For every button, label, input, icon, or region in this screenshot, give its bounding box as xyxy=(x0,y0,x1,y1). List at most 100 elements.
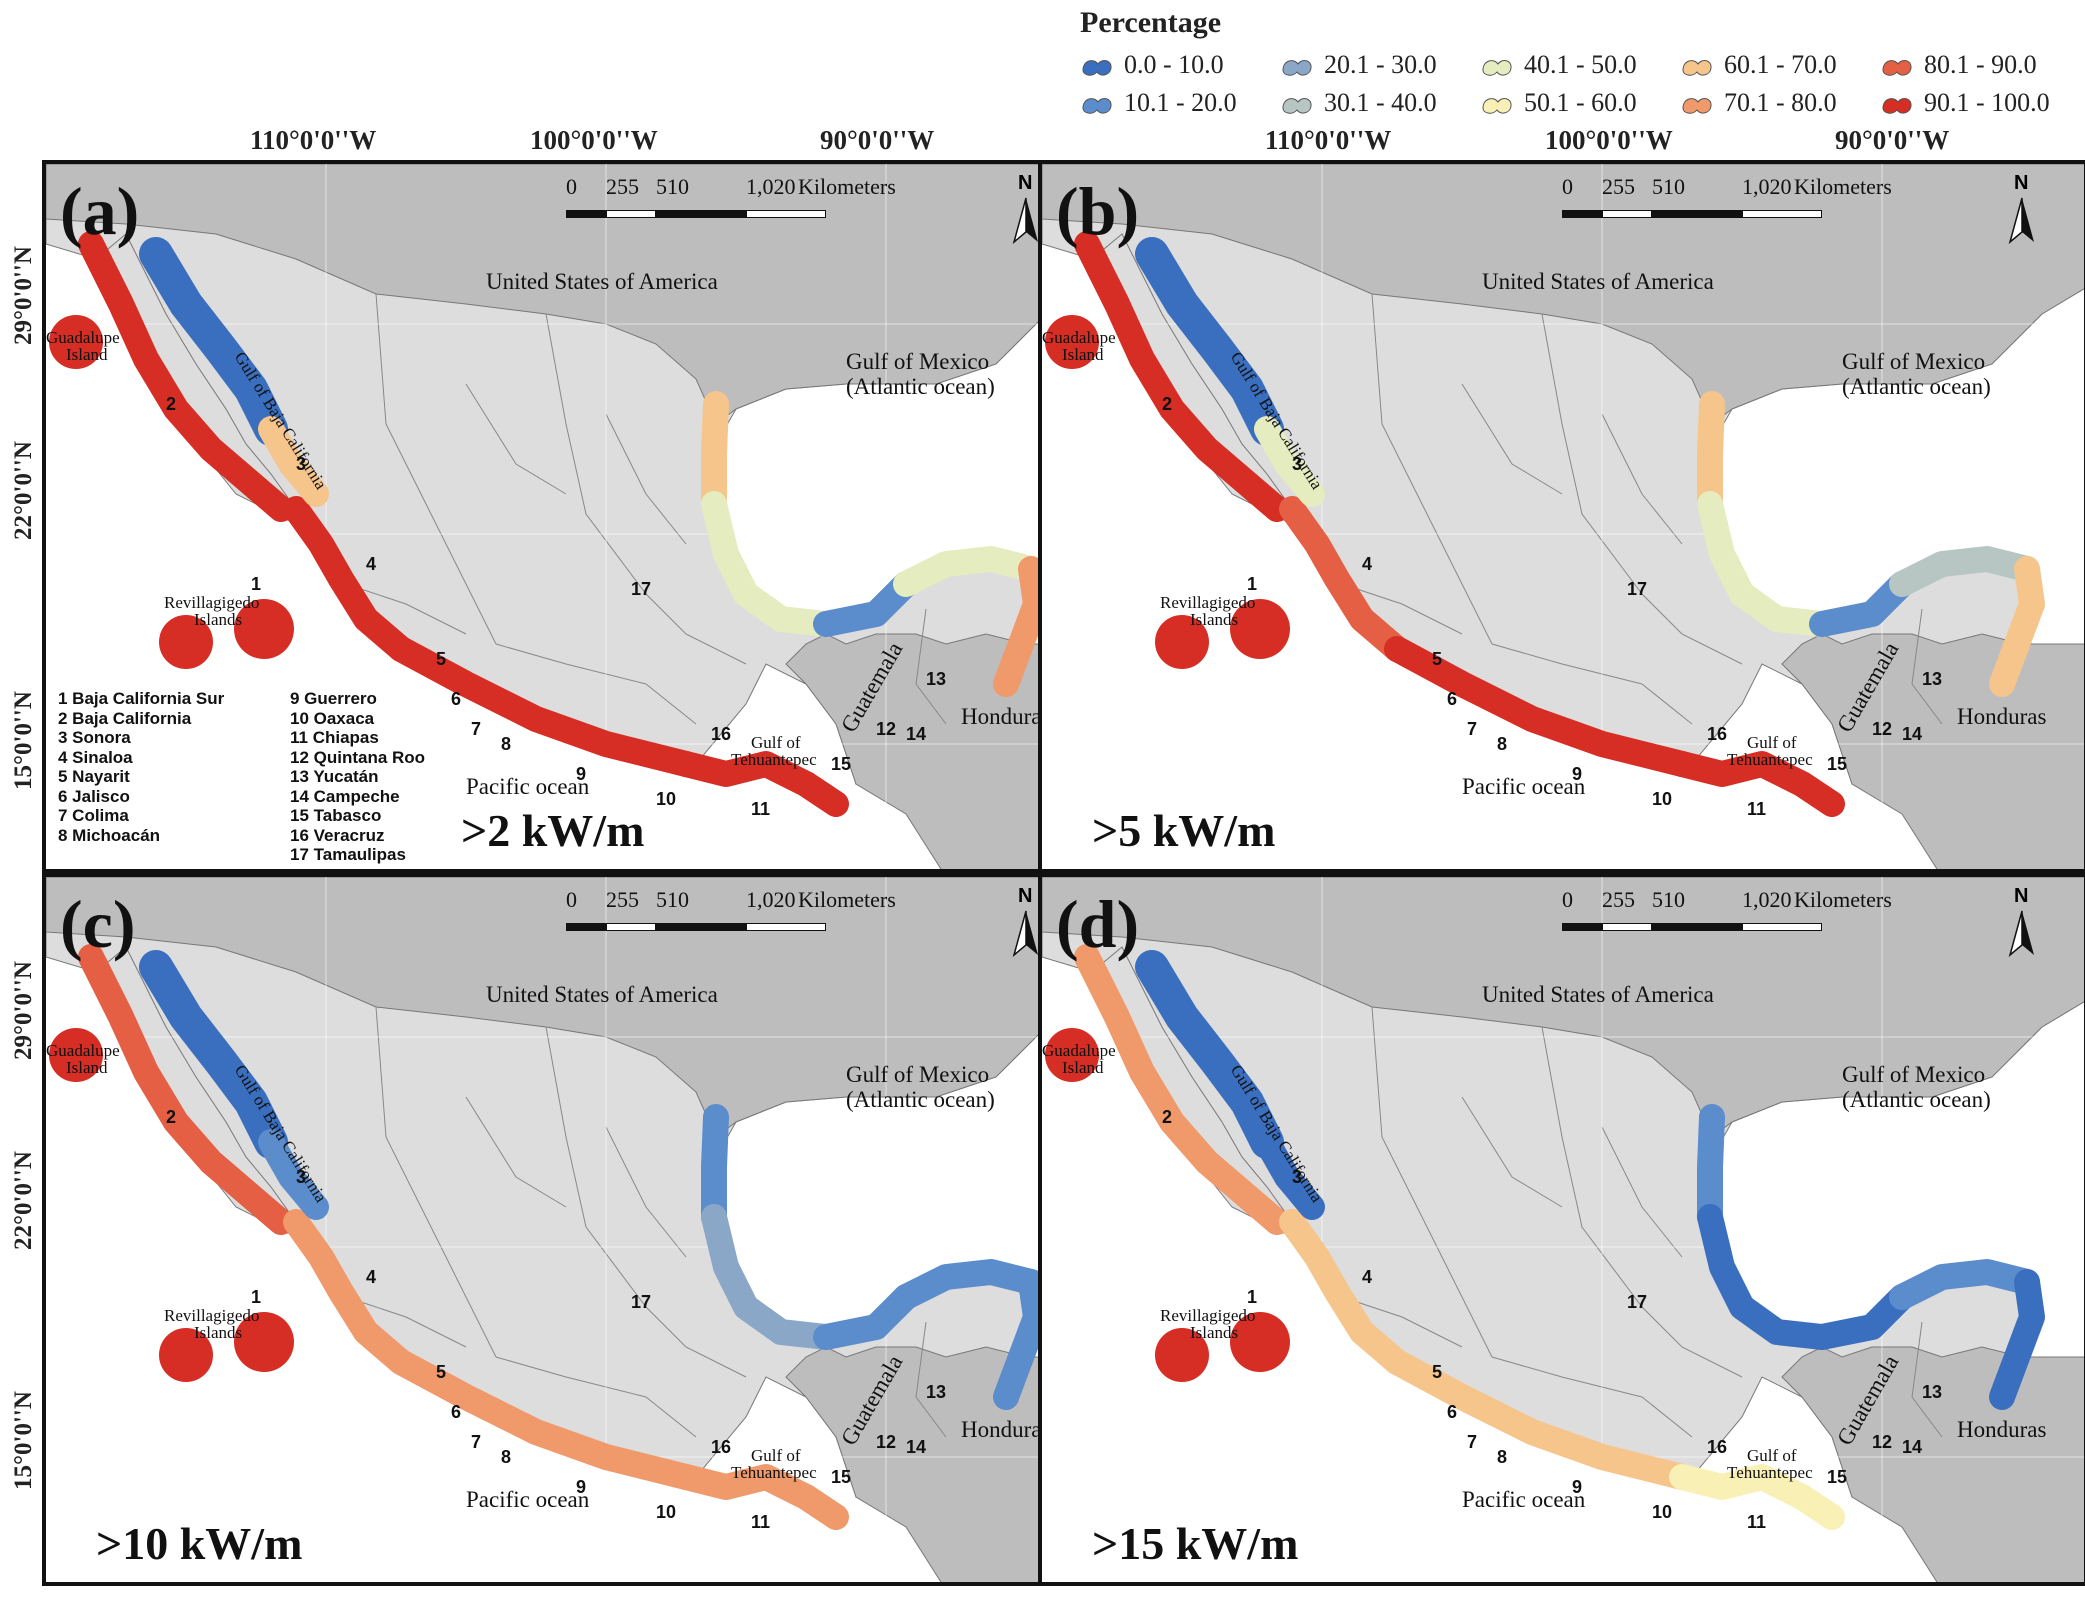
state-number: 17 xyxy=(631,579,652,599)
legend-item: 50.1 - 60.0 xyxy=(1480,88,1637,118)
wave-energy-band-gulf_yucatan xyxy=(893,546,1044,597)
wave-energy-band-gulf_campeche xyxy=(1809,1284,1915,1350)
north-label: N xyxy=(2014,885,2029,907)
state-list-item: 15 Tabasco xyxy=(290,806,382,825)
legend-label: 30.1 - 40.0 xyxy=(1324,88,1437,117)
state-number: 7 xyxy=(1467,1432,1478,1452)
state-border xyxy=(345,583,467,635)
state-number: 16 xyxy=(1707,724,1728,744)
legend-item: 0.0 - 10.0 xyxy=(1080,50,1224,80)
scale-segment xyxy=(566,210,606,218)
state-number: 6 xyxy=(451,689,462,709)
state-list-item: 4 Sinaloa xyxy=(58,747,133,767)
place-guadalupe-2: Island xyxy=(66,345,108,364)
state-border xyxy=(375,293,427,505)
state-border xyxy=(1601,413,1683,545)
state-number: 8 xyxy=(501,734,512,754)
state-border xyxy=(545,1026,647,1308)
wave-energy-band-pacific_north xyxy=(78,944,294,1235)
wave-energy-band-pacific_south xyxy=(1384,1349,1695,1490)
place-honduras: Honduras xyxy=(1957,704,2047,729)
state-list-col: 1 Baja California Sur 2 Baja California 3 … xyxy=(58,689,224,845)
legend-label: 70.1 - 80.0 xyxy=(1724,88,1837,117)
state-list-item: 7 Colima xyxy=(58,806,129,825)
state-number: 14 xyxy=(1902,724,1923,744)
scale-tick: 510 xyxy=(656,174,689,199)
north-arrow: N xyxy=(2004,172,2040,245)
revillagigedo-zone xyxy=(1230,1312,1290,1372)
scale-segment xyxy=(606,210,656,218)
state-border xyxy=(1491,1356,1643,1398)
revillagigedo-zone xyxy=(1155,1328,1209,1382)
legend-swatch xyxy=(1482,60,1512,76)
state-number: 2 xyxy=(166,394,177,414)
state-number: 4 xyxy=(1362,1267,1373,1287)
scale-unit: Kilometers xyxy=(1794,887,1892,912)
state-number: 4 xyxy=(366,1267,377,1287)
scale-tick: 1,020 xyxy=(746,887,796,912)
wave-energy-band-gulf_tamaulipas xyxy=(701,1104,729,1230)
scale-segment xyxy=(656,210,746,218)
scale-segment xyxy=(1742,210,1822,218)
scale-bar: 0 255 510 1,020 Kilometers xyxy=(1562,881,1982,941)
state-border xyxy=(915,608,947,725)
place-guadalupe-1: Guadalupe xyxy=(46,328,120,347)
state-number: 1 xyxy=(251,574,262,594)
state-list: 1 Baja California Sur 2 Baja California 3 … xyxy=(58,689,508,869)
state-border xyxy=(1641,1306,1743,1378)
state-border xyxy=(375,1006,427,1218)
scale-segment xyxy=(1562,210,1602,218)
state-border xyxy=(1641,1396,1693,1438)
state-border xyxy=(1541,1026,1643,1308)
legend-swatch xyxy=(1882,98,1912,114)
scale-tick: 255 xyxy=(1602,174,1635,199)
scale-tick: 510 xyxy=(1652,887,1685,912)
wave-energy-band-pacific_central xyxy=(1279,1209,1410,1375)
legend-swatch xyxy=(1682,98,1712,114)
scale-unit: Kilometers xyxy=(1794,174,1892,199)
scale-segment xyxy=(566,923,606,931)
latitude-label: 29°0'0''N xyxy=(10,961,37,1060)
state-number: 8 xyxy=(1497,1447,1508,1467)
place-honduras: Honduras xyxy=(1957,1417,2047,1442)
legend-item: 40.1 - 50.0 xyxy=(1480,50,1637,80)
state-border xyxy=(645,683,697,725)
legend-title: Percentage xyxy=(1080,6,1222,39)
longitude-label: 90°0'0''W xyxy=(1835,125,1950,155)
longitude-label: 100°0'0''W xyxy=(530,125,658,155)
state-number: 17 xyxy=(631,1292,652,1312)
state-number: 7 xyxy=(471,1432,482,1452)
state-border xyxy=(915,1321,947,1438)
state-number: 12 xyxy=(876,719,897,739)
panel-label: (c) xyxy=(60,886,136,962)
scale-segment xyxy=(1602,210,1652,218)
wave-energy-band-baja_gulf xyxy=(139,237,288,446)
scale-segment xyxy=(1652,210,1742,218)
wave-energy-band-tehuantepec xyxy=(673,751,849,817)
legend-swatch xyxy=(1282,98,1312,114)
state-border xyxy=(1911,1321,1943,1438)
wave-energy-band-pacific_south xyxy=(388,636,699,777)
place-usa: United States of America xyxy=(1482,269,1714,294)
state-border xyxy=(1541,313,1643,595)
state-border xyxy=(425,503,497,645)
scale-bar: 0 255 510 1,020 Kilometers xyxy=(566,168,986,228)
wave-energy-band-baja_gulf_south xyxy=(1254,416,1325,507)
state-border xyxy=(1461,1096,1563,1208)
scale-tick: 1,020 xyxy=(1742,887,1792,912)
state-number: 11 xyxy=(751,799,771,819)
wave-energy-band-caribbean xyxy=(1989,1269,2045,1410)
wave-energy-band-gulf_veracruz xyxy=(701,1204,839,1350)
state-border xyxy=(495,643,647,685)
state-border xyxy=(545,313,647,595)
state-number: 9 xyxy=(1572,764,1583,784)
state-border xyxy=(495,1356,647,1398)
state-number: 1 xyxy=(1247,574,1258,594)
threshold-label: >2 kW/m xyxy=(461,805,645,856)
state-number: 15 xyxy=(1827,754,1848,774)
state-number: 9 xyxy=(576,764,587,784)
longitude-label: 100°0'0''W xyxy=(1545,125,1673,155)
state-number: 13 xyxy=(1922,669,1943,689)
longitude-label: 90°0'0''W xyxy=(820,125,935,155)
place-guadalupe-2: Island xyxy=(66,1058,108,1077)
